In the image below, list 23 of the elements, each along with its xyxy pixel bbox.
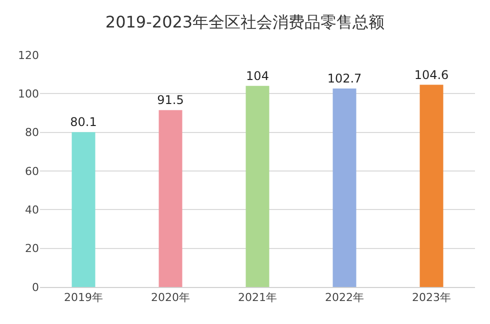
data-label: 91.5 [157, 93, 184, 108]
y-tick-label: 60 [25, 164, 39, 178]
bar [246, 86, 270, 287]
x-tick-label: 2019年 [64, 291, 103, 304]
y-tick-label: 20 [25, 242, 39, 256]
bar [72, 132, 96, 287]
y-tick-label: 100 [18, 88, 39, 101]
y-tick-label: 80 [25, 126, 39, 140]
bar [420, 84, 444, 287]
y-tick-label: 40 [25, 204, 39, 217]
data-label: 80.1 [70, 115, 97, 130]
data-label: 104.6 [414, 68, 449, 82]
x-tick-label: 2020年 [151, 291, 190, 304]
data-label: 102.7 [327, 71, 362, 86]
y-tick-label: 120 [18, 48, 39, 62]
y-tick-label: 0 [32, 280, 39, 294]
data-label: 104 [246, 68, 269, 83]
x-tick-label: 2022年 [325, 291, 364, 304]
bar [158, 110, 182, 287]
x-tick-label: 2023年 [412, 291, 451, 304]
x-tick-label: 2021年 [238, 291, 277, 304]
chart-title: 2019-2023年全区社会消费品零售总额 [105, 12, 385, 32]
bar [332, 88, 356, 287]
